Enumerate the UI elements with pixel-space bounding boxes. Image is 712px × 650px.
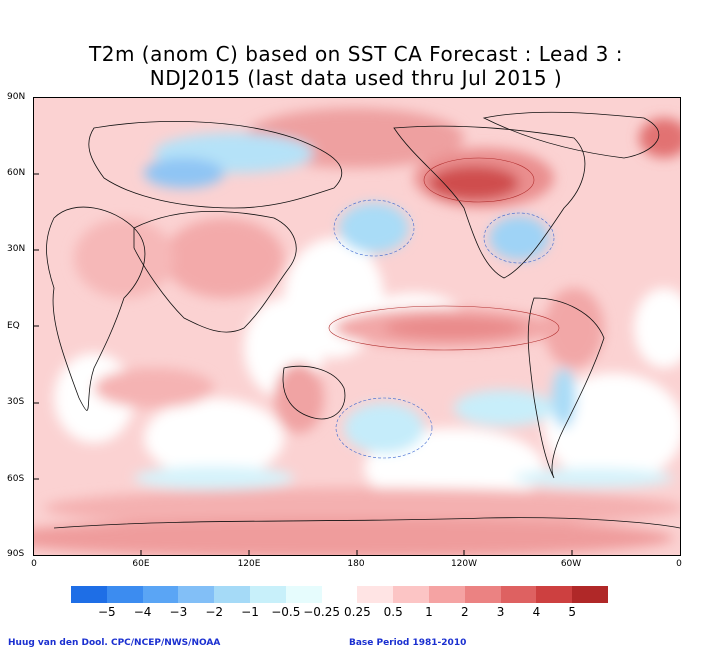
- color-swatch: [572, 586, 608, 603]
- color-scale-label: 0.5: [383, 605, 403, 619]
- color-swatch: [178, 586, 215, 603]
- color-swatch: [321, 586, 358, 603]
- lon-label-60e: 60E: [132, 559, 150, 569]
- color-scale-bar: [71, 586, 608, 603]
- lat-label-60s: 60S: [7, 474, 25, 484]
- color-scale-label: 5: [568, 605, 577, 619]
- color-swatch: [71, 586, 107, 603]
- anomaly-map: [33, 97, 681, 556]
- color-scale-label: −3: [169, 605, 188, 619]
- color-swatch: [142, 586, 179, 603]
- color-swatch: [500, 586, 537, 603]
- north-pacific-cold-anomaly: [339, 203, 409, 253]
- color-swatch: [464, 586, 501, 603]
- credit-text: Huug van den Dool. CPC/NCEP/NWS/NOAA: [8, 638, 221, 648]
- color-scale-label: 1: [425, 605, 433, 619]
- axis-ticks: [34, 173, 573, 555]
- color-scale-label: −0.5: [271, 605, 301, 619]
- lon-label-0: 0: [31, 559, 37, 569]
- lat-label-30n: 30N: [7, 244, 26, 254]
- color-swatch: [536, 586, 573, 603]
- color-scale-label: 2: [460, 605, 469, 619]
- lat-label-90n: 90N: [7, 92, 26, 102]
- lat-label-30s: 30S: [7, 397, 25, 407]
- lat-label-60n: 60N: [7, 168, 26, 178]
- color-swatch: [428, 586, 465, 603]
- color-swatch: [285, 586, 322, 603]
- base-period-text: Base Period 1981-2010: [349, 638, 467, 648]
- lon-label-60w: 60W: [560, 559, 582, 569]
- coastlines: [46, 111, 680, 529]
- southern-ocean-cold-anomaly: [344, 403, 424, 453]
- eastern-us-cold-anomaly: [489, 216, 549, 260]
- chart-title-line-1: T2m (anom C) based on SST CA Forecast : …: [89, 42, 623, 66]
- color-scale-label: −1: [241, 605, 259, 619]
- lon-label-180: 180: [347, 559, 365, 569]
- color-scale-label: 3: [496, 605, 505, 619]
- color-scale-label: −0.25: [303, 605, 340, 619]
- color-scale-label: 4: [532, 605, 541, 619]
- lat-label-eq: EQ: [7, 321, 20, 331]
- chart-title-line-2: NDJ2015 (last data used thru Jul 2015 ): [149, 66, 563, 90]
- color-scale-label: 0.25: [344, 605, 371, 619]
- lon-label-120e: 120E: [237, 559, 261, 569]
- color-swatch: [393, 586, 429, 603]
- lon-label-0-east: 0: [676, 559, 682, 569]
- color-swatch: [357, 586, 394, 603]
- color-scale-label: −4: [133, 605, 152, 619]
- color-scale-label: −2: [205, 605, 224, 619]
- negative-contours: [333, 199, 555, 459]
- color-swatch: [106, 586, 143, 603]
- color-scale-label: −5: [97, 605, 116, 619]
- lat-label-90s: 90S: [7, 549, 25, 559]
- color-swatch: [214, 586, 250, 603]
- positive-contours: [328, 157, 560, 351]
- color-swatch: [249, 586, 286, 603]
- lon-label-120w: 120W: [450, 559, 478, 569]
- anomaly-map-canvas: [34, 98, 680, 555]
